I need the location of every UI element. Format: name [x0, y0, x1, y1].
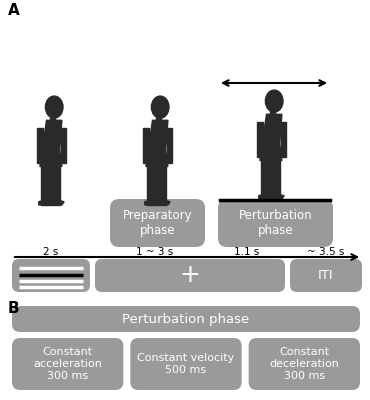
Ellipse shape [46, 96, 63, 118]
Text: A: A [8, 3, 20, 18]
Ellipse shape [151, 96, 169, 118]
Bar [157, 166, 166, 205]
Polygon shape [271, 194, 284, 199]
Polygon shape [146, 150, 168, 166]
Polygon shape [259, 194, 270, 199]
Polygon shape [51, 201, 64, 205]
Bar [270, 106, 275, 114]
FancyBboxPatch shape [290, 259, 362, 292]
FancyBboxPatch shape [130, 338, 242, 390]
Text: Perturbation
phase: Perturbation phase [239, 209, 312, 237]
Text: Constant
deceleration
300 ms: Constant deceleration 300 ms [269, 347, 339, 381]
Bar [51, 166, 60, 205]
Bar [147, 166, 156, 205]
Bar [37, 128, 43, 163]
Bar [281, 122, 286, 157]
Bar [142, 128, 149, 163]
Polygon shape [42, 120, 62, 150]
Text: +: + [179, 264, 201, 288]
Text: Perturbation phase: Perturbation phase [122, 312, 250, 326]
FancyBboxPatch shape [12, 306, 360, 332]
Text: 2 s: 2 s [43, 247, 59, 257]
Bar [257, 122, 263, 157]
Polygon shape [39, 201, 50, 205]
Text: 1 ~ 3 s: 1 ~ 3 s [137, 247, 174, 257]
FancyBboxPatch shape [110, 199, 205, 247]
FancyBboxPatch shape [249, 338, 360, 390]
Bar [167, 128, 172, 163]
Bar [61, 128, 66, 163]
Polygon shape [40, 150, 62, 166]
FancyBboxPatch shape [95, 259, 285, 292]
Polygon shape [145, 201, 156, 205]
Polygon shape [157, 201, 170, 205]
Text: B: B [8, 301, 20, 316]
Bar [271, 159, 280, 199]
Text: ITI: ITI [318, 269, 334, 282]
Text: ~ 3.5 s: ~ 3.5 s [307, 247, 345, 257]
Text: Preparatory
phase: Preparatory phase [123, 209, 192, 237]
Polygon shape [262, 114, 282, 144]
FancyBboxPatch shape [12, 259, 90, 292]
Bar [50, 112, 55, 120]
Bar [156, 112, 161, 120]
FancyBboxPatch shape [218, 199, 333, 247]
Text: Constant velocity
500 ms: Constant velocity 500 ms [137, 353, 235, 375]
Polygon shape [148, 120, 168, 150]
Polygon shape [260, 144, 282, 160]
Bar [41, 166, 50, 205]
Bar [261, 159, 270, 199]
Ellipse shape [265, 90, 283, 112]
Text: Constant
acceleration
300 ms: Constant acceleration 300 ms [33, 347, 102, 381]
FancyBboxPatch shape [12, 338, 123, 390]
Text: 1.1 s: 1.1 s [234, 247, 260, 257]
